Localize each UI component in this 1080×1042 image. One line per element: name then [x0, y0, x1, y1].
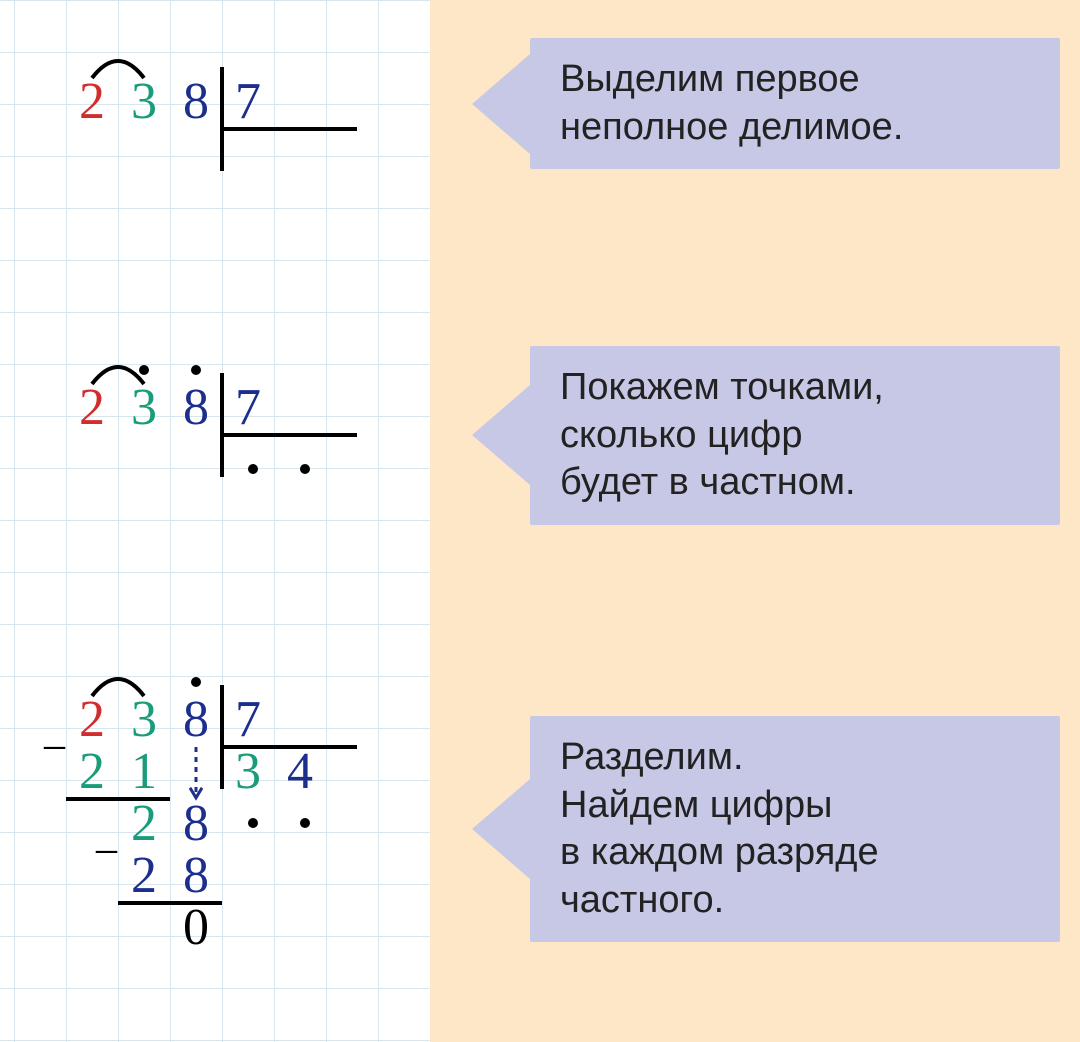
dot-marker — [300, 818, 310, 828]
h-line — [222, 745, 357, 749]
step2-digit: 8 — [170, 378, 222, 438]
step3-digit: 3 — [118, 690, 170, 750]
h-line — [118, 901, 222, 905]
dot-marker — [248, 818, 258, 828]
step3-digit: 8 — [170, 690, 222, 750]
h-line — [222, 127, 357, 131]
callout-3: Разделим. Найдем цифры в каждом разряде … — [530, 716, 1060, 942]
step3-digit: 3 — [222, 742, 274, 802]
minus-sign: – — [96, 825, 117, 873]
canvas: Выделим первое неполное делимое. Покажем … — [0, 0, 1080, 1042]
h-line — [66, 797, 170, 801]
step3-digit: 1 — [118, 742, 170, 802]
h-line — [222, 433, 357, 437]
step3-digit: 8 — [170, 846, 222, 906]
step1-digit: 7 — [222, 72, 274, 132]
callout-2: Покажем точками, сколько цифр будет в ча… — [530, 346, 1060, 525]
step2-digit: 7 — [222, 378, 274, 438]
step3-digit: 7 — [222, 690, 274, 750]
v-line — [220, 67, 224, 171]
v-line — [220, 685, 224, 789]
step2-digit: 3 — [118, 378, 170, 438]
step3-digit: 2 — [66, 690, 118, 750]
step3-digit: 2 — [66, 742, 118, 802]
dashed-arrow-icon — [188, 747, 204, 806]
step1-digit: 3 — [118, 72, 170, 132]
step3-digit: 4 — [274, 742, 326, 802]
step1-digit: 2 — [66, 72, 118, 132]
step3-digit: 2 — [118, 846, 170, 906]
step3-digit: 0 — [170, 898, 222, 958]
step1-digit: 8 — [170, 72, 222, 132]
minus-sign: – — [44, 721, 65, 769]
step3-digit: 2 — [118, 794, 170, 854]
callout-1: Выделим первое неполное делимое. — [530, 38, 1060, 169]
v-line — [220, 373, 224, 477]
step2-digit: 2 — [66, 378, 118, 438]
